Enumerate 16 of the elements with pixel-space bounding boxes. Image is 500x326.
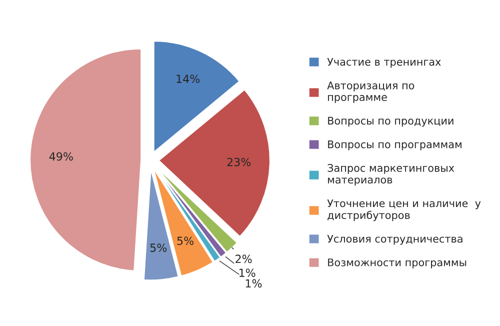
legend-label: Вопросы по программам [328, 140, 462, 150]
data-label: 5% [150, 244, 167, 252]
data-label: 5% [177, 236, 194, 246]
data-label: 1% [240, 268, 256, 277]
legend-label: Уточнение цен и наличие у дистрибуторов [327, 199, 481, 222]
legend-label: Условия сотрудничества [327, 234, 462, 245]
legend-label: Авторизация по программе [327, 82, 414, 104]
legend-label: Вопросы по продукции [328, 116, 454, 127]
legend-label: Участие в тренингах [327, 58, 441, 68]
legend-label: Запрос маркетинговых материалов [328, 164, 454, 186]
legend-label: Возможности программы [328, 258, 466, 268]
data-label: 23% [227, 158, 251, 166]
data-label: 1% [246, 279, 262, 288]
data-label: 2% [236, 254, 252, 264]
data-label: 14% [176, 74, 200, 84]
data-label: 49% [49, 152, 73, 161]
